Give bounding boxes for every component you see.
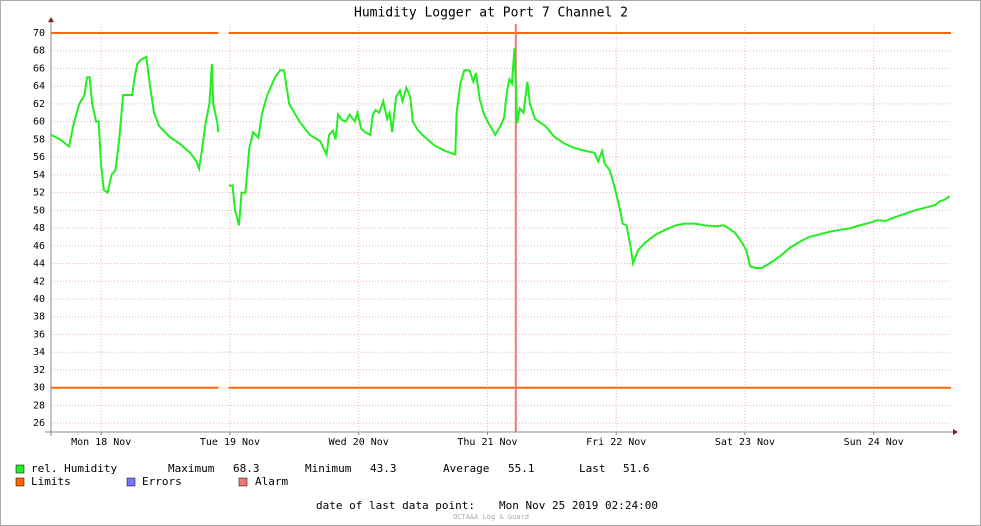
y-tick-label: 42	[33, 276, 45, 287]
stat-value: 55.1	[508, 462, 535, 475]
x-axis-arrow	[953, 429, 958, 435]
y-tick-label: 48	[33, 223, 45, 234]
credit: OCTA&A Log & Guard	[453, 513, 529, 521]
y-tick-label: 26	[33, 418, 45, 429]
y-tick-label: 54	[33, 170, 45, 181]
stat-label: Average	[443, 462, 489, 475]
y-tick-label: 36	[33, 329, 45, 340]
y-tick-label: 62	[33, 99, 45, 110]
stat-value: 51.6	[623, 462, 650, 475]
x-tick-label: Fri 22 Nov	[586, 437, 646, 448]
y-tick-label: 68	[33, 46, 45, 57]
footer-value: Mon Nov 25 2019 02:24:00	[499, 499, 658, 512]
legend-label: Alarm	[255, 475, 288, 488]
x-tick-label: Sun 24 Nov	[844, 437, 904, 448]
x-tick-label: Tue 19 Nov	[200, 437, 260, 448]
legend-label: Limits	[31, 475, 71, 488]
y-tick-label: 58	[33, 134, 45, 145]
x-tick-label: Sat 23 Nov	[715, 437, 775, 448]
data-line	[50, 47, 951, 269]
y-tick-label: 70	[33, 28, 45, 39]
y-tick-label: 44	[33, 259, 45, 270]
stat-value: 68.3	[233, 462, 260, 475]
y-tick-label: 40	[33, 294, 45, 305]
y-tick-label: 30	[33, 383, 45, 394]
stat-label: Maximum	[168, 462, 215, 475]
x-tick-label: Wed 20 Nov	[329, 437, 389, 448]
y-tick-label: 28	[33, 400, 45, 411]
footer-label: date of last data point:	[316, 499, 475, 512]
legend-label: Errors	[142, 475, 182, 488]
y-tick-label: 66	[33, 63, 45, 74]
y-tick-label: 60	[33, 117, 45, 128]
y-tick-label: 32	[33, 365, 45, 376]
y-tick-label: 38	[33, 312, 45, 323]
legend-swatch	[15, 464, 25, 474]
y-axis-arrow	[48, 17, 54, 23]
y-tick-label: 52	[33, 188, 45, 199]
stat-value: 43.3	[370, 462, 397, 475]
stat-label: Minimum	[305, 462, 352, 475]
legend-swatch	[238, 477, 248, 487]
x-tick-label: Thu 21 Nov	[457, 437, 517, 448]
y-tick-label: 34	[33, 347, 45, 358]
y-tick-label: 46	[33, 241, 45, 252]
x-tick-label: Mon 18 Nov	[71, 437, 131, 448]
y-tick-label: 64	[33, 81, 45, 92]
stat-label: Last	[579, 462, 606, 475]
legend-label: rel. Humidity	[31, 462, 117, 475]
chart-title: Humidity Logger at Port 7 Channel 2	[354, 6, 628, 21]
legend-swatch	[126, 477, 136, 487]
y-tick-label: 56	[33, 152, 45, 163]
y-tick-label: 50	[33, 205, 45, 216]
legend-swatch	[15, 477, 25, 487]
